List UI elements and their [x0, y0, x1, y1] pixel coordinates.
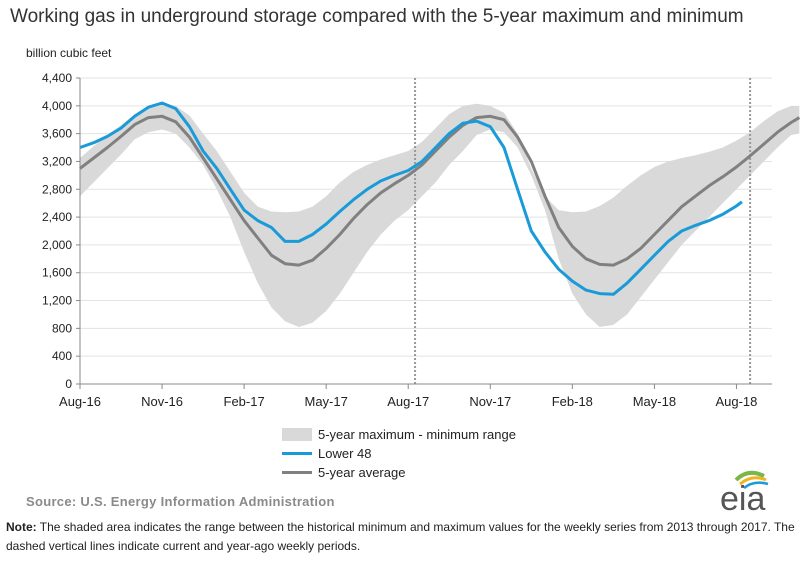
legend-item-lower48: Lower 48: [282, 444, 516, 463]
y-tick-label: 3,600: [42, 127, 72, 141]
x-tick-label: May-18: [633, 394, 676, 409]
y-tick-label: 800: [52, 321, 72, 335]
legend-label-band: 5-year maximum - minimum range: [318, 427, 516, 442]
y-tick-label: 2,400: [42, 210, 72, 224]
x-tick-label: Aug-16: [59, 394, 101, 409]
legend-swatch-lower48: [282, 452, 312, 455]
y-tick-label: 2,800: [42, 182, 72, 196]
y-tick-label: 2,000: [42, 238, 72, 252]
note-text: The shaded area indicates the range betw…: [6, 520, 795, 553]
x-tick-label: May-17: [304, 394, 347, 409]
legend-item-avg: 5-year average: [282, 463, 516, 482]
x-tick-label: Nov-17: [469, 394, 511, 409]
x-tick-label: Feb-18: [552, 394, 593, 409]
y-tick-label: 0: [65, 377, 72, 391]
x-tick-label: Nov-16: [141, 394, 183, 409]
legend-item-band: 5-year maximum - minimum range: [282, 425, 516, 444]
note: Note: The shaded area indicates the rang…: [6, 518, 796, 556]
legend-swatch-band: [282, 428, 312, 441]
chart-title: Working gas in underground storage compa…: [10, 6, 744, 27]
series-lower-48-line: [79, 101, 743, 296]
x-tick-label: Aug-17: [387, 394, 429, 409]
legend-label-lower48: Lower 48: [318, 446, 372, 461]
x-tick-label: Aug-18: [715, 394, 757, 409]
y-tick-label: 4,000: [42, 99, 72, 113]
range-band: [80, 103, 800, 327]
eia-logo-icon: eia: [716, 470, 786, 518]
source-line: Source: U.S. Energy Information Administ…: [26, 494, 335, 509]
eia-logo-text: eia: [720, 480, 766, 518]
range-band-area: [80, 103, 800, 327]
dashed-markers: [414, 78, 752, 384]
y-tick-label: 4,400: [42, 71, 72, 85]
legend-label-avg: 5-year average: [318, 465, 406, 480]
series-lines: [79, 101, 801, 296]
legend: 5-year maximum - minimum range Lower 48 …: [282, 425, 516, 482]
y-tick-label: 3,200: [42, 154, 72, 168]
eia-logo-swoosh-icon: [734, 470, 769, 490]
x-tick-label: Feb-17: [224, 394, 265, 409]
y-tick-label: 400: [52, 349, 72, 363]
y-axis-unit-label: billion cubic feet: [26, 46, 112, 60]
series-5-year-average-line: [79, 114, 801, 267]
legend-swatch-avg: [282, 471, 312, 474]
axes: [76, 77, 772, 389]
note-label: Note:: [6, 520, 37, 534]
y-tick-label: 1,600: [42, 266, 72, 280]
y-tick-label: 1,200: [42, 294, 72, 308]
tick-labels: 0 400 800 1,200 1,600 2,000 2,400 2,800 3,200 3,6…: [42, 71, 757, 409]
